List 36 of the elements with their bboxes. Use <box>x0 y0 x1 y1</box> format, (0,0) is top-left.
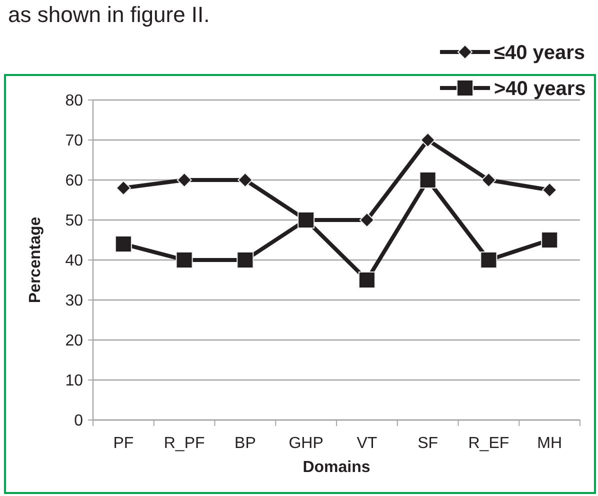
x-tick-label: R_PF <box>164 435 205 452</box>
y-tick-label: 0 <box>74 412 84 430</box>
point <box>359 212 374 228</box>
x-tick-label: SF <box>418 435 438 452</box>
y-axis-title: Percentage <box>27 216 44 304</box>
x-tick-label: BP <box>234 435 256 452</box>
point <box>481 172 496 188</box>
y-tick-label: 10 <box>65 372 84 390</box>
y-tick-label: 50 <box>65 212 84 230</box>
x-tick-label: R_EF <box>468 435 510 452</box>
point <box>236 252 254 268</box>
x-tick-label: PF <box>113 435 134 452</box>
x-tick-label: MH <box>537 435 562 452</box>
legend-label: ≤40 years <box>494 42 586 64</box>
y-tick-label: 40 <box>65 252 84 270</box>
point <box>176 252 193 268</box>
point <box>358 272 376 288</box>
x-tick-label: VT <box>356 435 378 452</box>
legend-label: >40 years <box>494 78 586 100</box>
point <box>419 172 436 188</box>
point <box>176 172 192 188</box>
y-tick-label: 30 <box>65 292 84 310</box>
y-tick-label: 70 <box>65 132 84 150</box>
x-tick-label: GHP <box>288 435 324 452</box>
point <box>420 132 436 148</box>
point <box>480 252 498 268</box>
y-tick-label: 20 <box>65 332 84 350</box>
point <box>116 180 131 196</box>
y-tick-label: 80 <box>65 92 84 110</box>
point <box>542 182 558 198</box>
y-tick-label: 60 <box>65 172 84 190</box>
point <box>541 232 558 248</box>
point <box>114 236 132 252</box>
x-axis-title: Domains <box>302 459 370 476</box>
text: as shown in figure II. <box>8 2 210 27</box>
point <box>238 172 253 188</box>
